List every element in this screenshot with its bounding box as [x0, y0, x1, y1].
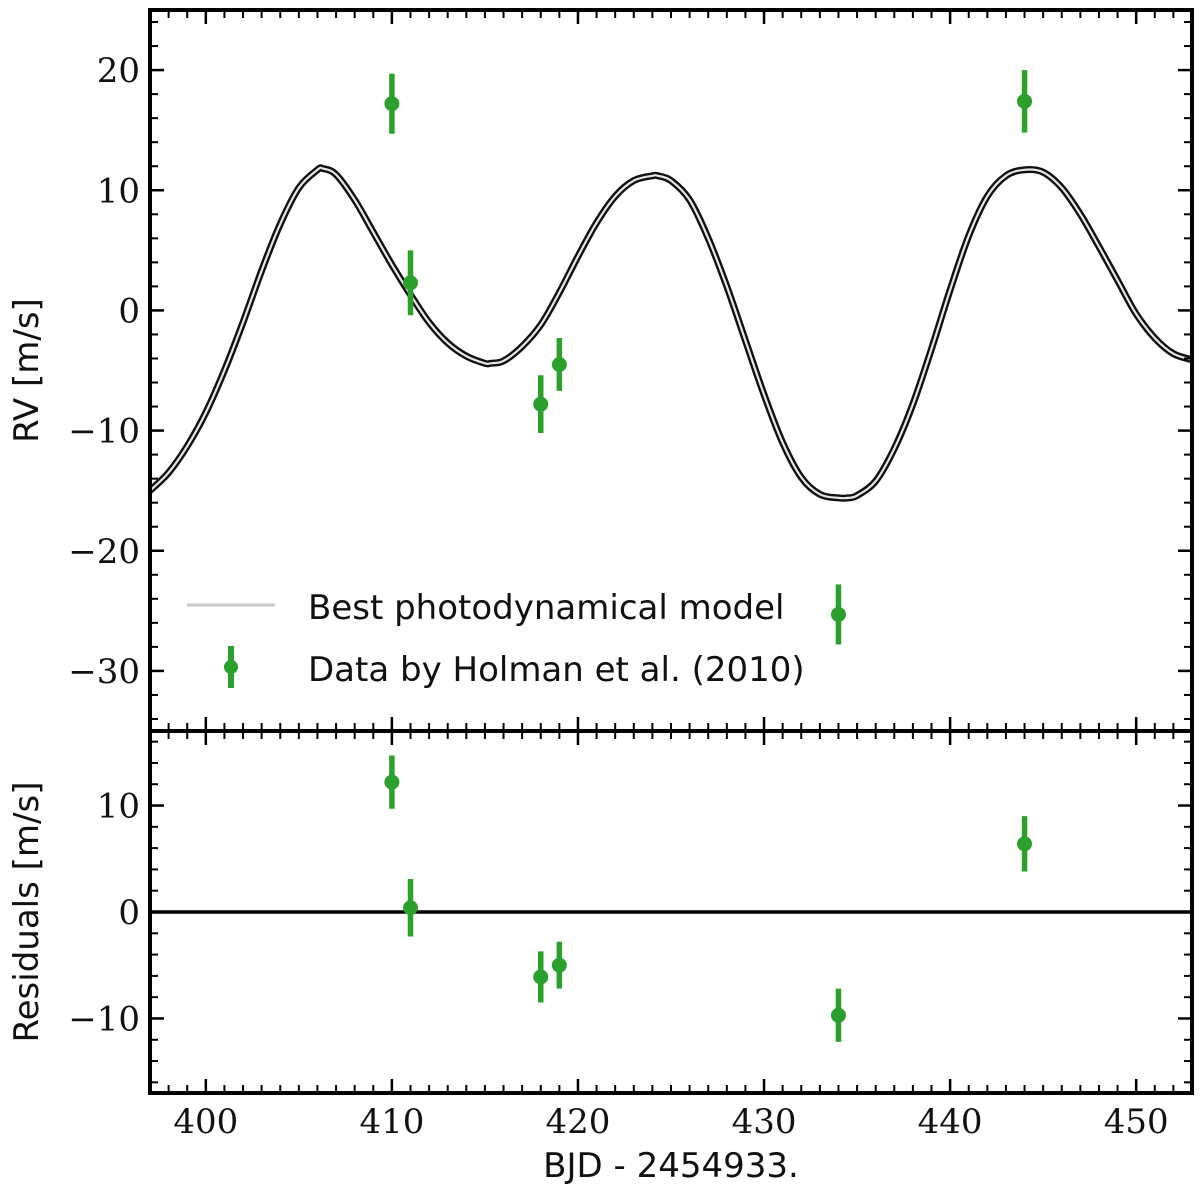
residual-marker: [551, 957, 567, 973]
residual-point: [533, 951, 549, 1003]
residuals-y-tick-label: 0: [118, 893, 140, 933]
rv-y-tick-label: 20: [97, 51, 140, 91]
residual-marker: [1017, 836, 1033, 852]
residual-marker: [403, 900, 418, 916]
rv-y-tick-label: −20: [68, 532, 140, 572]
model-curve: [147, 164, 1194, 502]
rv-data-marker: [830, 606, 846, 622]
x-tick-label: 400: [173, 1102, 238, 1142]
residual-marker: [830, 1007, 846, 1023]
residual-point: [384, 755, 400, 809]
residual-marker: [384, 774, 400, 790]
x-tick-label: 450: [1104, 1102, 1169, 1142]
rv-data-marker: [1017, 93, 1033, 109]
residuals-panel: 10 0 −10 400 410 420 430 440 450 Residuals [m/s…: [7, 729, 1194, 1186]
rv-y-tick-label: 0: [118, 291, 140, 331]
rv-data-point: [830, 584, 846, 645]
residual-point: [551, 941, 567, 989]
legend-model-label: Best photodynamical model: [308, 588, 784, 628]
legend-data-marker: [224, 660, 238, 674]
residual-point: [403, 878, 418, 937]
x-tick-label: 440: [918, 1102, 983, 1142]
rv-data-marker: [551, 356, 567, 372]
x-axis-label: BJD - 2454933.: [543, 1146, 799, 1186]
x-tick-labels: 400 410 420 430 440 450: [173, 1102, 1168, 1142]
rv-data-point: [403, 250, 418, 316]
rv-panel: 20 10 0 −10 −20 −30 RV [m/s] Best photodynami…: [7, 8, 1194, 733]
residuals-y-tick-labels: 10 0 −10: [68, 787, 140, 1040]
residual-point: [830, 988, 846, 1042]
residuals-y-axis-label: Residuals [m/s]: [7, 782, 47, 1043]
residuals-y-tick-label: −10: [68, 999, 140, 1039]
x-tick-label: 430: [732, 1102, 797, 1142]
rv-data-point: [384, 73, 400, 134]
rv-y-axis-label: RV [m/s]: [7, 298, 47, 443]
rv-y-tick-label: −30: [68, 652, 140, 692]
residual-point: [1017, 816, 1033, 872]
rv-data-marker: [403, 275, 418, 291]
x-tick-label: 410: [359, 1102, 424, 1142]
rv-y-tick-labels: 20 10 0 −10 −20 −30: [68, 51, 140, 692]
residuals-ticks: [149, 731, 1193, 1093]
legend-data-label: Data by Holman et al. (2010): [308, 650, 805, 690]
rv-y-tick-label: −10: [68, 412, 140, 452]
rv-data-marker: [384, 96, 400, 112]
rv-data-point: [533, 375, 549, 433]
model-curve-band: [147, 164, 1194, 502]
residuals-y-tick-label: 10: [97, 787, 140, 827]
rv-y-tick-label: 10: [97, 171, 140, 211]
residual-data-points: [384, 755, 1033, 1042]
model-curve-line: [149, 166, 1193, 500]
rv-data-marker: [533, 396, 549, 412]
residuals-panel-frame: [148, 729, 1194, 1095]
x-tick-label: 420: [546, 1102, 611, 1142]
residual-marker: [533, 969, 549, 985]
rv-data-point: [1017, 70, 1033, 133]
rv-data-point: [551, 338, 567, 391]
rv-data-points: [384, 70, 1033, 645]
legend: Best photodynamical model Data by Holman…: [187, 588, 805, 690]
